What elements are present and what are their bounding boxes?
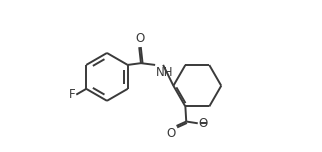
Text: F: F [69, 88, 75, 101]
Text: NH: NH [156, 66, 173, 79]
Text: O: O [135, 32, 144, 45]
Text: O: O [166, 127, 175, 140]
Text: O: O [198, 117, 208, 130]
